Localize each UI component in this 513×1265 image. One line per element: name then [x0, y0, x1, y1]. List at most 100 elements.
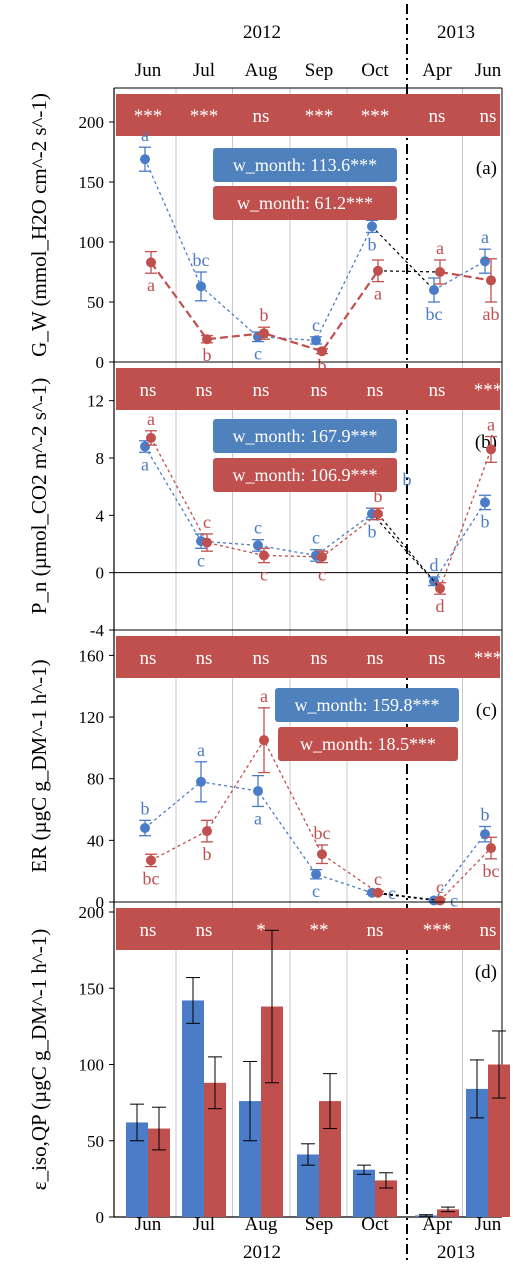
y-axis-label: ER (µgC g_DM^-1 h^-1)	[27, 659, 51, 872]
significance-label: ns	[367, 380, 384, 401]
month-label-bottom: Sep	[305, 1214, 334, 1235]
panel-a: 0 50 100 150 200 G_W (mmol_H2O cm^-2 s^-1) ***…	[27, 87, 503, 376]
year-gap-connector	[371, 892, 435, 902]
panel-label: (c)	[476, 700, 497, 721]
data-point	[202, 537, 212, 548]
data-point	[367, 221, 377, 232]
significance-label: ns	[253, 648, 270, 669]
group-letter: a	[436, 238, 444, 258]
data-point	[311, 869, 321, 880]
group-letter: c	[436, 877, 444, 897]
group-letter: bc	[193, 250, 210, 270]
significance-label: ns	[196, 380, 213, 401]
significance-band-bg	[116, 636, 500, 678]
significance-label: ns	[311, 380, 328, 401]
group-letter: b	[203, 844, 212, 864]
significance-label: ***	[134, 106, 163, 127]
legend-label-blue: w_month: 113.6***	[233, 155, 377, 175]
group-letter: b	[368, 522, 377, 542]
significance-label: ns	[367, 920, 384, 941]
series-line	[439, 847, 492, 901]
bottom-footer: Jun Jul Aug Sep Oct Apr Jun 2012 2013	[135, 1214, 502, 1263]
month-label-top: Apr	[422, 60, 452, 81]
bar	[261, 1006, 283, 1217]
significance-label: ns	[253, 380, 270, 401]
y-tick-label: 150	[79, 979, 105, 998]
panel-d: 0 50 100 150 200 ε_iso,QP (µgC g_DM^-1 h^-1) n…	[27, 901, 510, 1227]
data-point	[317, 849, 327, 860]
y-axis-label: P_n (µmol_CO2 m^-2 s^-1)	[27, 378, 51, 615]
legend-label-red: w_month: 106.9***	[232, 465, 377, 485]
significance-band-bg	[116, 368, 500, 410]
significance-label: ns	[429, 380, 446, 401]
significance-label: ***	[474, 380, 503, 401]
data-point	[435, 895, 445, 906]
significance-label: ns	[480, 920, 497, 941]
significance-label: ns	[480, 106, 497, 127]
group-letter: c	[260, 565, 268, 585]
significance-label: ns	[140, 380, 157, 401]
data-point	[146, 855, 156, 866]
data-point	[140, 441, 150, 452]
significance-label: ns	[429, 648, 446, 669]
group-letter: b	[318, 356, 327, 376]
bar	[466, 1088, 488, 1217]
group-letter: d	[430, 555, 439, 575]
y-tick-label: 100	[79, 233, 105, 252]
data-point	[480, 497, 490, 508]
legend: w_month: 167.9*** w_month: 106.9***	[213, 419, 397, 492]
legend-label-red: w_month: 61.2***	[237, 193, 373, 213]
significance-label: ns	[367, 648, 384, 669]
group-letter: c	[197, 550, 205, 570]
group-letter: c	[312, 528, 320, 548]
data-point	[486, 444, 496, 455]
data-point	[311, 335, 321, 346]
y-tick-label: 8	[96, 449, 105, 468]
y-tick-label: 0	[96, 353, 105, 372]
data-point	[435, 583, 445, 594]
group-letter: a	[141, 454, 149, 474]
data-point	[140, 823, 150, 834]
group-letter: c	[254, 518, 262, 538]
data-point	[146, 257, 156, 268]
bar	[319, 1101, 341, 1217]
data-point	[373, 508, 383, 519]
legend-label-red: w_month: 18.5***	[300, 734, 436, 754]
month-label-bottom: Jun	[475, 1214, 502, 1235]
series-line	[433, 502, 486, 582]
year-label-bottom-2012: 2012	[243, 1242, 281, 1263]
group-letter: c	[312, 315, 320, 335]
data-point	[146, 432, 156, 443]
year-gap-connector	[377, 513, 441, 589]
significance-label: *	[256, 920, 266, 941]
y-tick-label: 40	[87, 831, 104, 850]
legend-box-red	[213, 458, 397, 492]
group-letter: a	[487, 415, 495, 435]
group-letter: a	[197, 740, 205, 760]
month-label-bottom: Jun	[135, 1214, 162, 1235]
group-letter: bc	[143, 869, 160, 889]
significance-label: ***	[474, 648, 503, 669]
group-letter: a	[374, 284, 382, 304]
group-letter: bc	[426, 304, 443, 324]
data-point	[253, 786, 263, 797]
legend: w_month: 159.8*** w_month: 18.5***	[275, 688, 459, 761]
year-label-top-2012: 2012	[243, 22, 281, 43]
significance-label: ns	[429, 106, 446, 127]
panel-label: (d)	[475, 962, 497, 983]
series-blue	[126, 977, 488, 1217]
month-label-bottom: Jul	[193, 1214, 215, 1235]
significance-label: ***	[305, 106, 334, 127]
y-tick-label: 80	[87, 770, 104, 789]
group-letter: b	[368, 234, 377, 254]
y-tick-label: 100	[79, 1056, 105, 1075]
significance-label: ns	[253, 106, 270, 127]
series-line	[439, 449, 492, 589]
series-line	[144, 781, 373, 894]
data-point	[196, 776, 206, 787]
year-gap-connector	[371, 513, 435, 582]
data-point	[486, 275, 496, 286]
group-letter: a	[141, 125, 149, 145]
